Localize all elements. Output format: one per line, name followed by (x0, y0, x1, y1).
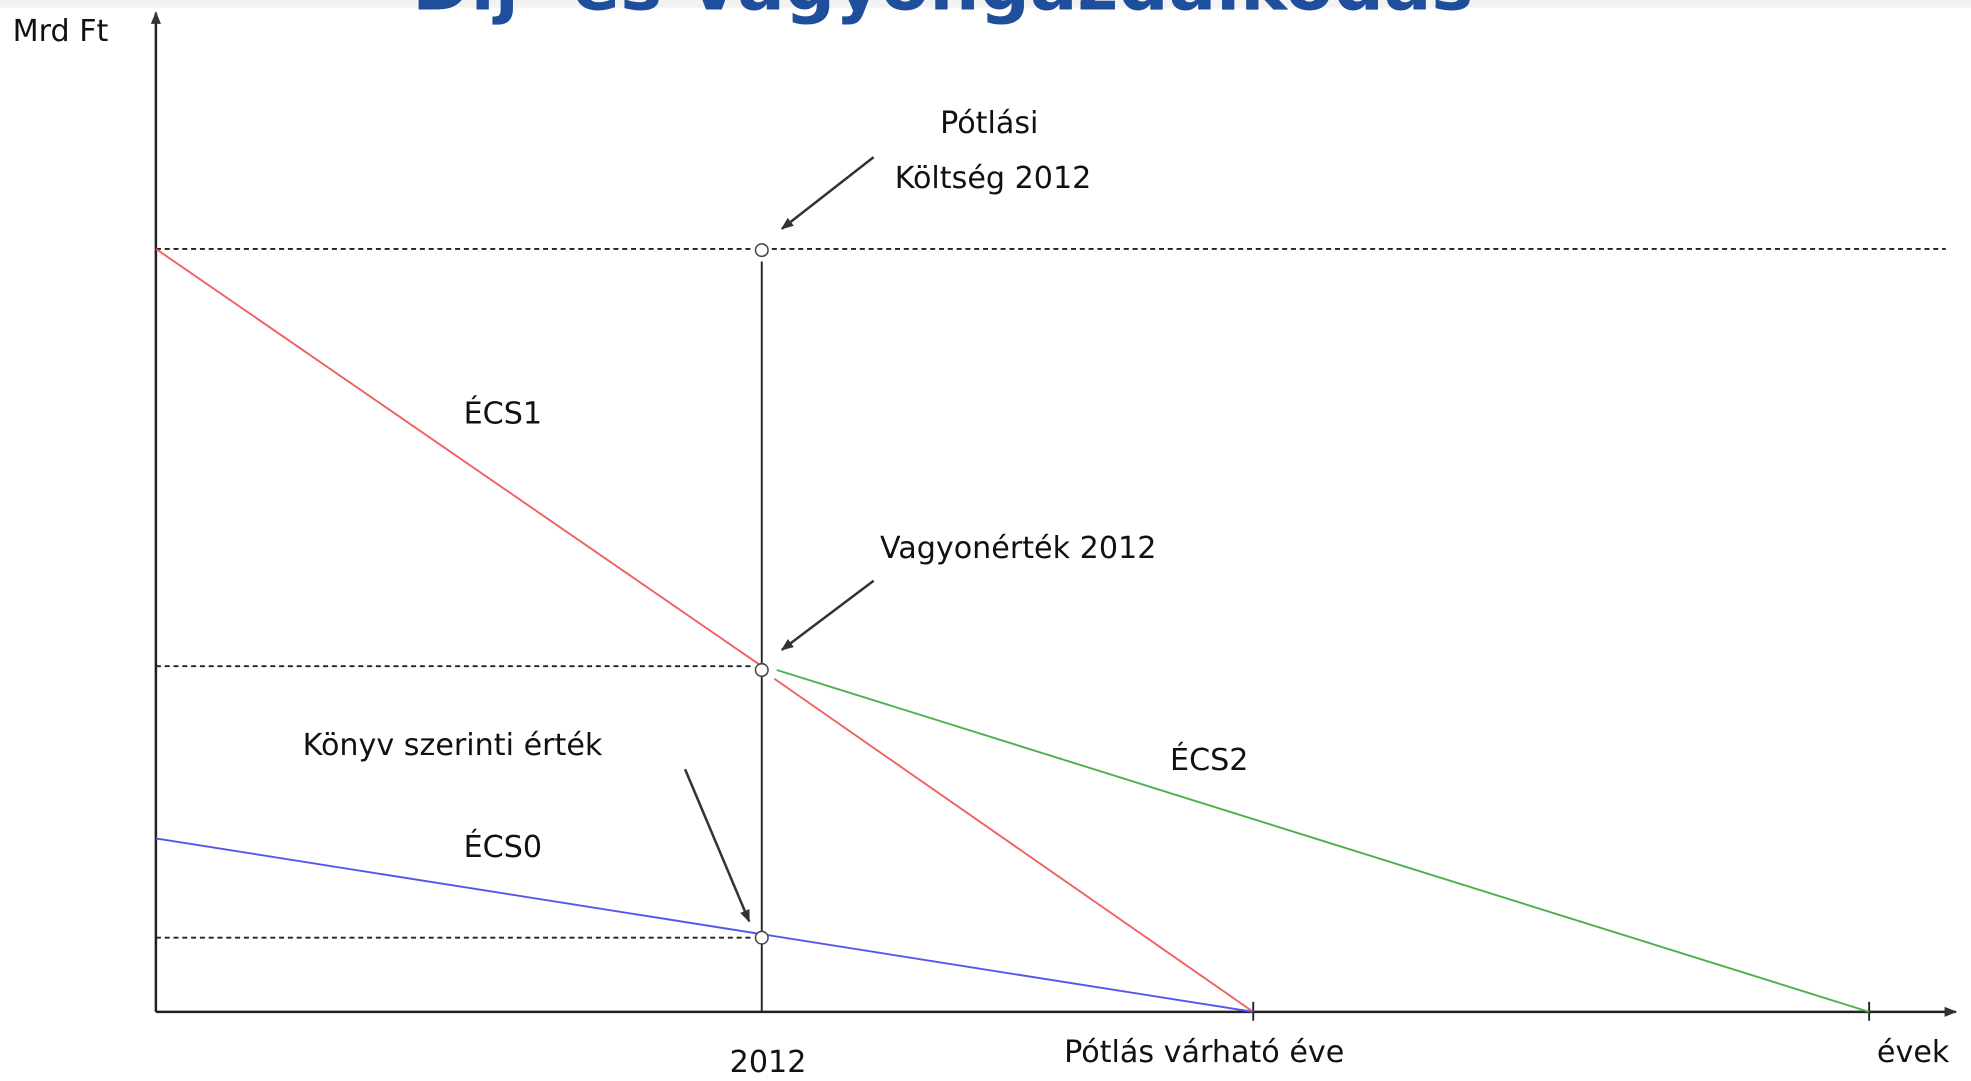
line-label: ÉCS0 (464, 829, 542, 865)
y-label: Mrd Ft (13, 14, 109, 49)
ecs1-line (155, 248, 763, 667)
point (754, 930, 769, 945)
x-label: évek (1877, 1035, 1950, 1070)
title: Díj- és Vagyongazdálkodás (412, 0, 1473, 26)
top-band (0, 0, 1971, 8)
ecs2-line (776, 669, 1870, 1013)
x-tick-label: 2012 (730, 1045, 807, 1080)
arrow (780, 156, 875, 230)
arrow (683, 768, 751, 923)
annotation: Költség 2012 (895, 161, 1092, 196)
annotation: Könyv szerinti érték (303, 728, 603, 763)
ecs0-line (155, 837, 1254, 1013)
arrow (780, 579, 875, 651)
x-tick-label: Pótlás várható éve (1064, 1035, 1344, 1070)
line-label: ÉCS1 (464, 395, 542, 431)
point (754, 662, 769, 678)
annotation: Vagyonérték 2012 (880, 531, 1156, 566)
ecs1-line (773, 677, 1254, 1013)
point (754, 243, 769, 258)
guides (155, 247, 1946, 939)
line-label: ÉCS2 (1170, 742, 1248, 778)
annotation: Pótlási (940, 106, 1038, 141)
markers (754, 243, 769, 945)
arrows (683, 156, 875, 923)
